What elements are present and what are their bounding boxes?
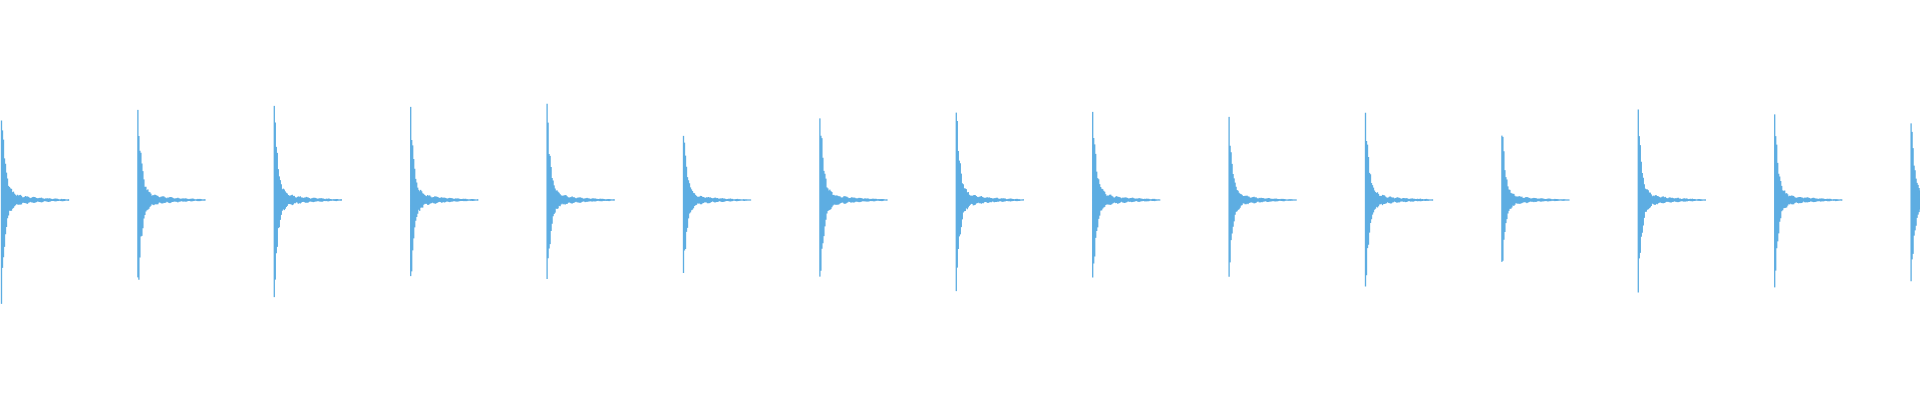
waveform-samples: [137, 109, 206, 280]
waveform-transient: [137, 109, 206, 280]
waveform-samples: [1774, 114, 1843, 288]
waveform-samples: [1228, 116, 1297, 277]
waveform-transient: [0, 120, 70, 304]
waveform-transient: [273, 105, 342, 298]
waveform-transient: [819, 118, 888, 277]
waveform-samples: [955, 112, 1024, 292]
waveform-transient: [1092, 111, 1161, 278]
waveform-samples: [1092, 111, 1161, 278]
waveform-samples: [0, 120, 70, 304]
waveform-transient: [1637, 109, 1706, 293]
waveform-transient: [682, 135, 752, 274]
waveform-samples: [273, 105, 342, 298]
waveform-samples: [1364, 112, 1434, 287]
waveform-samples: [410, 106, 479, 277]
waveform-samples: [682, 135, 752, 274]
waveform-samples: [1910, 123, 1920, 282]
waveform-transient: [546, 103, 615, 279]
waveform-samples: [546, 103, 615, 279]
waveform-transient: [1910, 123, 1920, 282]
waveform-samples: [1637, 109, 1706, 293]
waveform-transient: [1228, 116, 1297, 277]
waveform-transient: [955, 112, 1024, 292]
waveform-samples: [1501, 135, 1570, 262]
waveform-samples: [819, 118, 888, 277]
waveform-transient: [1501, 135, 1570, 262]
waveform-transient: [1774, 114, 1843, 288]
waveform-transient: [1364, 112, 1434, 287]
waveform-transient: [410, 106, 479, 277]
